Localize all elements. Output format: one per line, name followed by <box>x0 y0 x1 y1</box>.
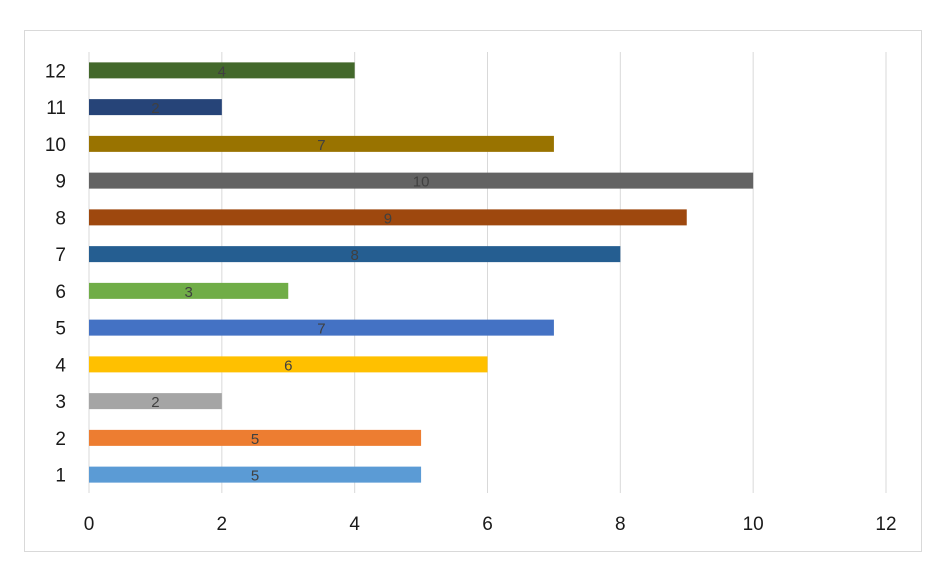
y-tick-label: 11 <box>46 98 66 119</box>
gridlines <box>88 52 887 493</box>
y-tick-label: 9 <box>55 172 66 193</box>
x-tick-label: 0 <box>84 514 95 535</box>
data-label-11: 2 <box>151 100 159 117</box>
data-label-6: 3 <box>184 284 192 301</box>
x-tick-label: 8 <box>615 514 626 535</box>
y-tick-label: 1 <box>55 466 66 487</box>
x-tick-label: 10 <box>743 514 764 535</box>
data-labels: 5 5 2 6 7 3 8 9 10 7 2 4 <box>151 63 429 484</box>
data-label-1: 5 <box>251 468 259 485</box>
y-tick-label: 3 <box>55 392 66 413</box>
bar-6 <box>89 282 289 299</box>
bar-8 <box>89 209 687 226</box>
x-axis-tick-labels: 0 2 4 6 8 10 12 <box>84 514 897 535</box>
y-tick-label: 8 <box>55 208 66 229</box>
data-label-9: 10 <box>413 174 430 191</box>
bar-5 <box>89 319 554 336</box>
bar-9 <box>89 172 754 189</box>
bar-10 <box>89 135 554 152</box>
data-label-8: 9 <box>384 210 392 227</box>
bar-11 <box>89 99 222 116</box>
data-label-5: 7 <box>317 321 325 338</box>
y-tick-label: 7 <box>55 245 66 266</box>
bar-4 <box>89 356 488 373</box>
bar-12 <box>89 62 355 79</box>
y-tick-label: 10 <box>45 135 66 156</box>
y-tick-label: 5 <box>55 319 66 340</box>
y-tick-label: 12 <box>45 61 66 82</box>
x-tick-label: 6 <box>482 514 493 535</box>
data-label-12: 4 <box>218 63 226 80</box>
x-tick-label: 12 <box>875 514 896 535</box>
bars <box>89 62 754 483</box>
data-label-2: 5 <box>251 431 259 448</box>
bar-1 <box>89 466 422 483</box>
y-tick-label: 4 <box>55 355 66 376</box>
x-tick-label: 4 <box>349 514 360 535</box>
data-label-7: 8 <box>350 247 358 264</box>
x-tick-label: 2 <box>217 514 228 535</box>
y-tick-label: 6 <box>55 282 66 303</box>
bar-2 <box>89 429 422 446</box>
data-label-4: 6 <box>284 357 292 374</box>
data-label-10: 7 <box>317 137 325 154</box>
y-tick-label: 2 <box>55 429 66 450</box>
bar-7 <box>89 246 621 263</box>
bar-3 <box>89 393 222 410</box>
data-label-3: 2 <box>151 394 159 411</box>
